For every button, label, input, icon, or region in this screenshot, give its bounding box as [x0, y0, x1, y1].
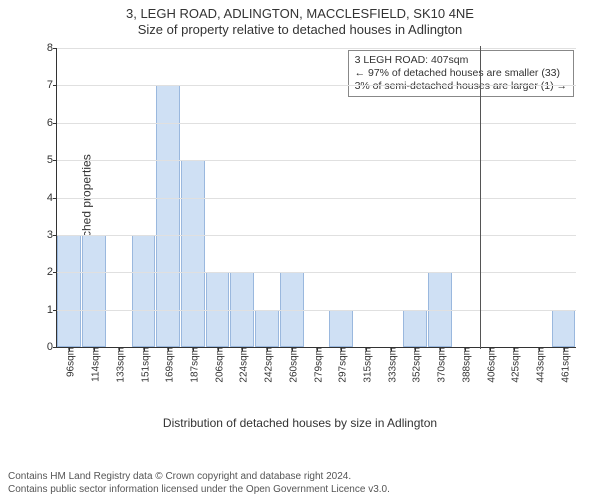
- y-tick-label: 1: [29, 304, 57, 316]
- y-tick-label: 2: [29, 266, 57, 278]
- x-tick-label: 260sqm: [284, 347, 299, 383]
- gridline: [57, 160, 576, 161]
- plot-region: 3 LEGH ROAD: 407sqm ← 97% of detached ho…: [56, 48, 576, 348]
- title-line-1: 3, LEGH ROAD, ADLINGTON, MACCLESFIELD, S…: [0, 6, 600, 22]
- legend-line-3: 3% of semi-detached houses are larger (1…: [355, 80, 567, 93]
- reference-line: [480, 46, 481, 349]
- x-tick-label: 114sqm: [87, 347, 102, 382]
- footer-line-2: Contains public sector information licen…: [8, 483, 390, 496]
- histogram-bar: [181, 160, 205, 347]
- histogram-bar: [329, 310, 353, 347]
- y-tick-label: 0: [29, 341, 57, 353]
- y-tick-label: 7: [29, 79, 57, 91]
- x-tick-label: 352sqm: [408, 347, 423, 383]
- x-tick-label: 333sqm: [383, 347, 398, 383]
- y-tick-label: 5: [29, 154, 57, 166]
- gridline: [57, 198, 576, 199]
- x-tick-label: 279sqm: [309, 347, 324, 383]
- y-tick-label: 3: [29, 229, 57, 241]
- title-line-2: Size of property relative to detached ho…: [0, 22, 600, 38]
- x-tick-label: 206sqm: [210, 347, 225, 383]
- footer-attribution: Contains HM Land Registry data © Crown c…: [8, 470, 390, 496]
- x-tick-label: 187sqm: [185, 347, 200, 383]
- x-tick-label: 406sqm: [482, 347, 497, 383]
- x-tick-label: 96sqm: [62, 347, 77, 377]
- y-tick-label: 6: [29, 117, 57, 129]
- gridline: [57, 85, 576, 86]
- gridline: [57, 48, 576, 49]
- x-tick-label: 461sqm: [556, 347, 571, 383]
- x-axis-label: Distribution of detached houses by size …: [0, 416, 600, 430]
- x-tick-label: 388sqm: [457, 347, 472, 383]
- histogram-bar: [156, 85, 180, 347]
- chart-area: Number of detached properties 3 LEGH ROA…: [0, 42, 600, 432]
- x-tick-label: 169sqm: [161, 347, 176, 383]
- gridline: [57, 123, 576, 124]
- x-tick-label: 443sqm: [531, 347, 546, 383]
- histogram-bar: [403, 310, 427, 347]
- histogram-bar: [132, 235, 156, 347]
- x-tick-label: 370sqm: [433, 347, 448, 383]
- chart-title-block: 3, LEGH ROAD, ADLINGTON, MACCLESFIELD, S…: [0, 0, 600, 37]
- gridline: [57, 235, 576, 236]
- x-tick-label: 133sqm: [111, 347, 126, 383]
- gridline: [57, 310, 576, 311]
- histogram-bar: [255, 310, 279, 347]
- histogram-bar: [82, 235, 106, 347]
- x-tick-label: 224sqm: [235, 347, 250, 383]
- histogram-bar: [57, 235, 81, 347]
- legend-line-2: ← 97% of detached houses are smaller (33…: [355, 67, 567, 80]
- x-tick-label: 425sqm: [507, 347, 522, 383]
- legend-box: 3 LEGH ROAD: 407sqm ← 97% of detached ho…: [348, 50, 574, 97]
- x-tick-label: 151sqm: [136, 347, 151, 383]
- histogram-bar: [552, 310, 576, 347]
- y-tick-label: 4: [29, 192, 57, 204]
- footer-line-1: Contains HM Land Registry data © Crown c…: [8, 470, 390, 483]
- legend-line-1: 3 LEGH ROAD: 407sqm: [355, 54, 567, 67]
- gridline: [57, 272, 576, 273]
- x-tick-label: 242sqm: [260, 347, 275, 383]
- x-tick-label: 315sqm: [358, 347, 373, 383]
- y-tick-label: 8: [29, 42, 57, 54]
- x-tick-label: 297sqm: [334, 347, 349, 383]
